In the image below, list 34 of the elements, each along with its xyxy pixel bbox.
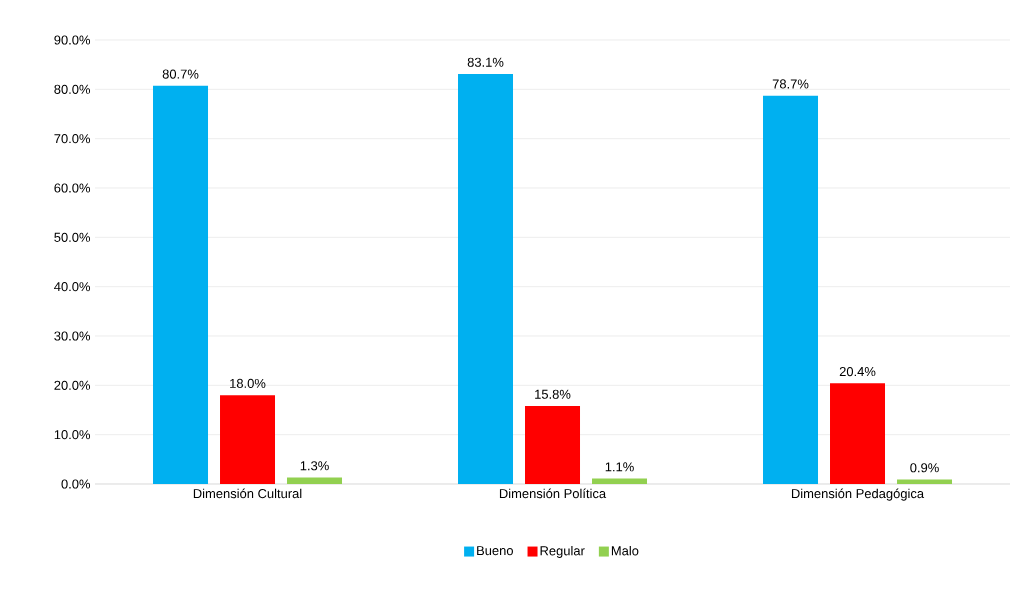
y-tick-label: 30.0% (54, 331, 91, 341)
bar (897, 479, 953, 484)
bar (763, 95, 819, 484)
data-label: 1.3% (300, 461, 329, 471)
y-tick-label: 60.0% (54, 183, 91, 193)
y-tick-label: 80.0% (54, 84, 91, 94)
data-label: 78.7% (772, 79, 809, 89)
data-label: 83.1% (467, 57, 504, 67)
legend-label: Regular (540, 545, 585, 558)
data-label: 1.1% (605, 462, 634, 472)
y-tick-label: 20.0% (54, 380, 91, 390)
legend-label: Malo (611, 545, 639, 556)
legend-label: Bueno (477, 546, 513, 556)
bar (525, 406, 581, 484)
bar (458, 74, 514, 484)
y-tick-label: 0.0% (61, 479, 91, 489)
bar (220, 395, 276, 484)
x-tick-label: Dimensión Cultural (193, 488, 302, 499)
y-tick-label: 70.0% (54, 134, 91, 144)
y-tick-label: 40.0% (54, 282, 91, 292)
data-label: 15.8% (535, 389, 571, 399)
bar (592, 478, 648, 484)
bar (287, 477, 343, 484)
data-label: 80.7% (162, 69, 199, 79)
bar (830, 383, 886, 484)
data-label: 0.9% (910, 463, 939, 473)
x-tick-label: Dimensión Política (499, 488, 607, 499)
data-label: 18.0% (230, 378, 266, 388)
x-tick-label: Dimensión Pedagógica (791, 488, 925, 501)
bar (153, 85, 209, 484)
data-label: 20.4% (839, 366, 876, 377)
y-tick-label: 90.0% (54, 35, 91, 45)
y-tick-label: 50.0% (54, 232, 91, 242)
y-tick-label: 10.0% (54, 430, 91, 440)
